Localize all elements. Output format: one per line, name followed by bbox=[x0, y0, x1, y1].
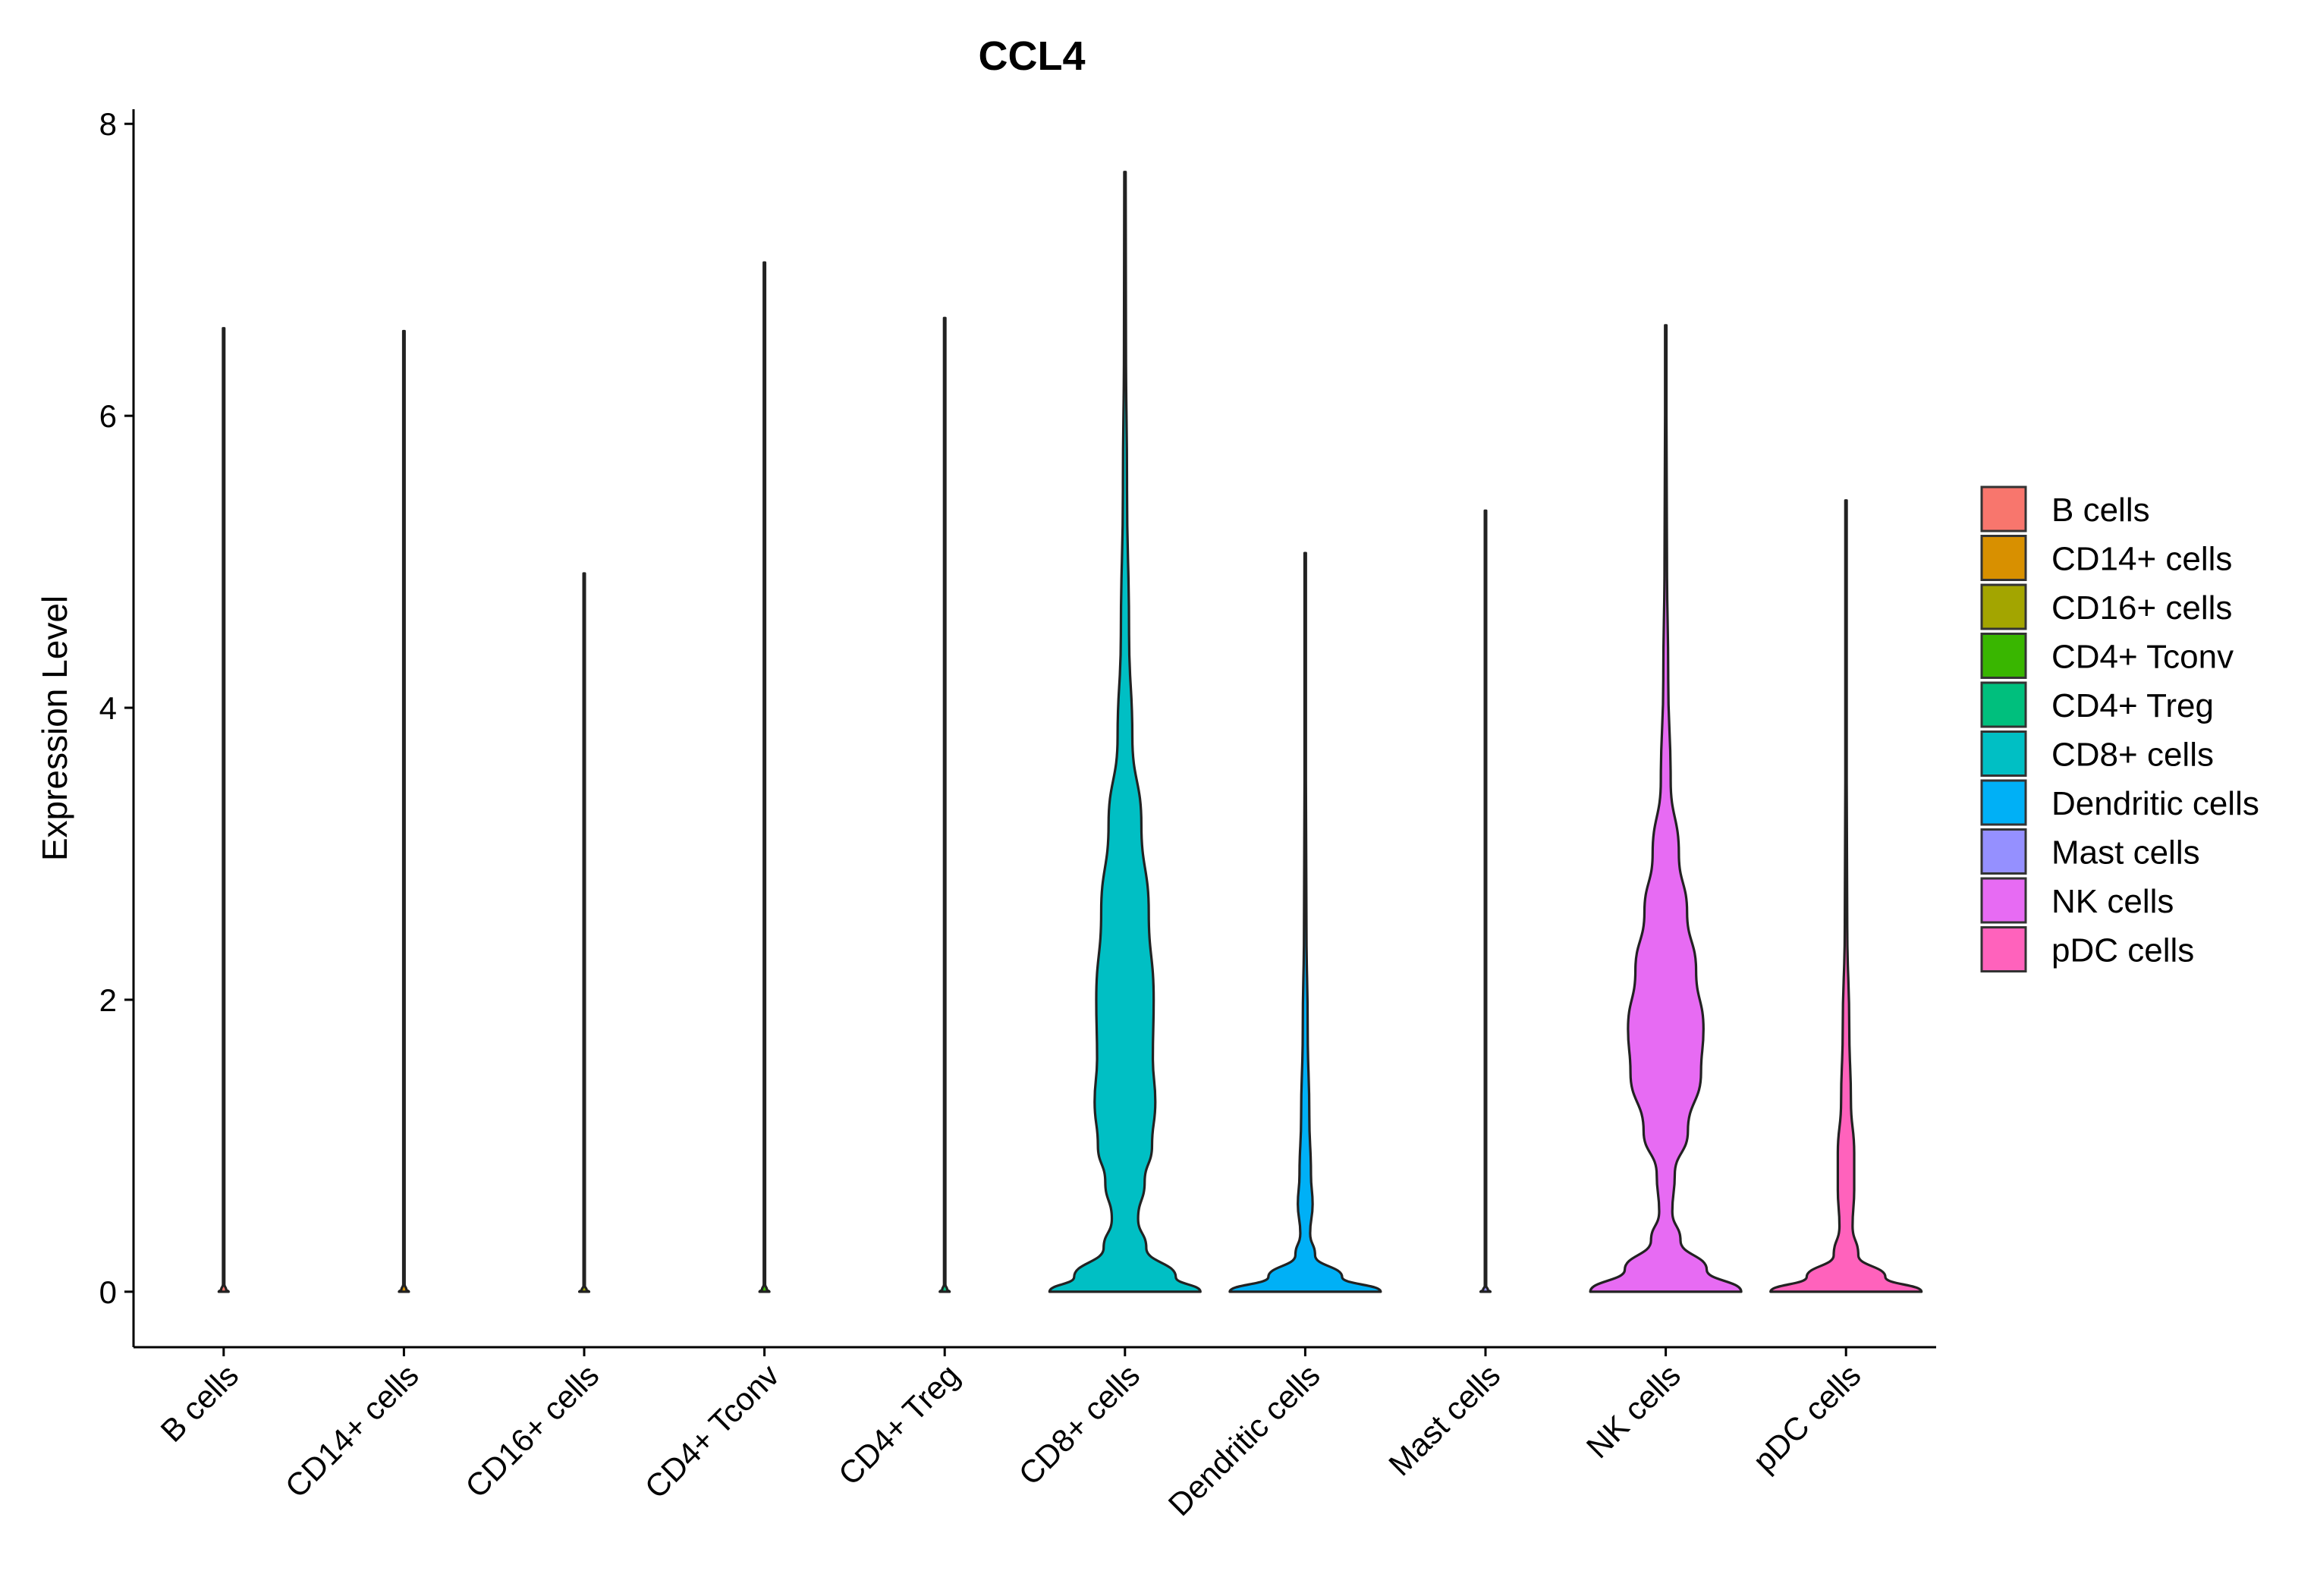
x-tick-label: CD4+ Tconv bbox=[638, 1357, 786, 1505]
legend-label: pDC cells bbox=[2051, 932, 2194, 969]
violin-b-cells bbox=[217, 327, 230, 1293]
violin-cd16-cells bbox=[577, 572, 591, 1293]
violins-group bbox=[217, 171, 1923, 1293]
legend-label: CD4+ Treg bbox=[2051, 687, 2214, 724]
legend-label: CD4+ Tconv bbox=[2051, 639, 2234, 676]
violin-cd14-cells bbox=[398, 329, 410, 1293]
legend-swatch bbox=[1980, 535, 2027, 581]
legend-swatch bbox=[1980, 681, 2027, 728]
violin-cd4-treg bbox=[938, 316, 951, 1293]
legend-label: NK cells bbox=[2051, 883, 2174, 920]
x-tick-label: NK cells bbox=[1580, 1357, 1687, 1465]
x-tick-label: CD16+ cells bbox=[458, 1357, 605, 1504]
x-axis-ticks: B cells CD14+ cells CD16+ cells CD4+ Tconv C… bbox=[153, 1347, 1868, 1522]
y-axis-label: Expression Level bbox=[35, 595, 74, 861]
legend-label: CD16+ cells bbox=[2051, 589, 2232, 627]
x-tick-label: Dendritic cells bbox=[1162, 1357, 1327, 1522]
legend: B cells CD14+ cells CD16+ cells CD4+ Tconv C… bbox=[1980, 485, 2259, 972]
legend-swatch bbox=[1980, 926, 2027, 972]
x-tick-label: CD4+ Treg bbox=[832, 1357, 967, 1492]
x-tick-label: CD14+ cells bbox=[278, 1357, 426, 1504]
x-tick-label: B cells bbox=[153, 1357, 245, 1449]
chart-title: CCL4 bbox=[978, 33, 1085, 79]
legend-swatch bbox=[1980, 828, 2027, 875]
legend-label: CD14+ cells bbox=[2051, 541, 2232, 578]
x-tick-label: CD8+ cells bbox=[1012, 1357, 1147, 1492]
x-tick-label: pDC cells bbox=[1746, 1357, 1867, 1478]
legend-label: CD8+ cells bbox=[2051, 737, 2214, 774]
legend-label: Mast cells bbox=[2051, 834, 2200, 872]
y-tick-label: 4 bbox=[99, 690, 117, 726]
violin-nk-cells bbox=[1589, 324, 1743, 1293]
legend-swatch bbox=[1980, 877, 2027, 924]
legend-label: Dendritic cells bbox=[2051, 785, 2259, 822]
legend-swatch bbox=[1980, 730, 2027, 777]
y-tick-label: 2 bbox=[99, 982, 117, 1018]
violin-cd8-cells bbox=[1048, 171, 1202, 1293]
legend-swatch bbox=[1980, 485, 2027, 533]
y-tick-label: 0 bbox=[99, 1274, 117, 1310]
violin-dendritic-cells bbox=[1228, 551, 1382, 1293]
x-tick-label: Mast cells bbox=[1382, 1357, 1507, 1482]
violin-pdc-cells bbox=[1769, 499, 1923, 1293]
y-tick-label: 8 bbox=[99, 106, 117, 142]
violin-cd4-tconv bbox=[758, 261, 771, 1293]
violin-mast-cells bbox=[1479, 509, 1492, 1293]
legend-label: B cells bbox=[2051, 492, 2150, 529]
y-tick-label: 6 bbox=[99, 398, 117, 434]
legend-swatch bbox=[1980, 779, 2027, 826]
y-axis-ticks: 0 2 4 6 8 bbox=[99, 106, 134, 1310]
legend-swatch bbox=[1980, 633, 2027, 679]
legend-swatch bbox=[1980, 583, 2027, 630]
